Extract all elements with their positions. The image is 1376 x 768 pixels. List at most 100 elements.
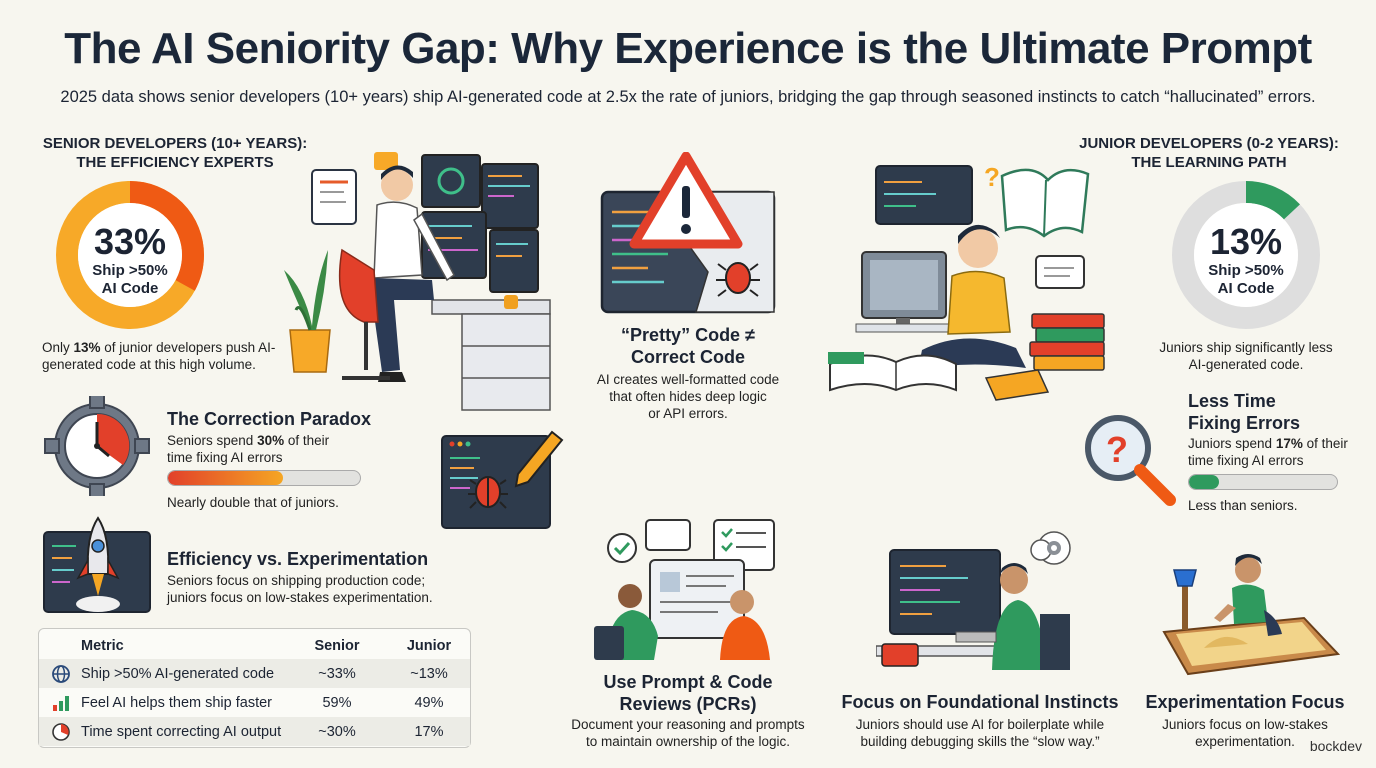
- pcr-title-line1: Use Prompt & Code: [603, 672, 773, 692]
- foundational-text: Juniors should use AI for boilerplate wh…: [830, 716, 1130, 750]
- junior-fixing-bar-fill: [1189, 475, 1219, 489]
- pretty-line3: or API errors.: [648, 406, 728, 421]
- junior-donut-arc: [1172, 181, 1320, 329]
- junior-heading-line2: THE LEARNING PATH: [1131, 154, 1287, 171]
- table-row: Time spent correcting AI output ~30% 17%: [39, 717, 470, 746]
- less-title-line1: Less Time: [1188, 391, 1276, 411]
- correction-paradox-text: Seniors spend 30% of their time fixing A…: [167, 432, 347, 466]
- rocket-screen-icon: [43, 516, 151, 613]
- pretty-title-line1: “Pretty” Code ≠: [621, 325, 755, 345]
- magnifier-question-icon: ?: [1085, 415, 1176, 506]
- senior-correction-bar-fill: [168, 471, 284, 485]
- pretty-title-line2: Correct Code: [630, 347, 746, 367]
- correction-pre: Seniors spend: [167, 433, 258, 448]
- bar-chart-icon: [53, 696, 69, 711]
- junior-heading: JUNIOR DEVELOPERS (0-2 YEARS): THE LEARN…: [1064, 134, 1354, 172]
- senior-donut-line1: Ship >50%: [92, 262, 168, 279]
- junior-developer-studying-illustration: ?: [828, 162, 1105, 401]
- junior-note: Juniors ship significantly less AI-gener…: [1136, 339, 1356, 373]
- pie-clock-icon: [52, 723, 70, 741]
- row-senior: 59%: [322, 694, 352, 711]
- svg-text:?: ?: [1106, 429, 1128, 470]
- senior-heading: SENIOR DEVELOPERS (10+ YEARS): THE EFFIC…: [30, 134, 320, 172]
- less-time-note: Less than seniors.: [1188, 498, 1298, 513]
- correction-post: of their time fixing AI errors: [167, 433, 330, 465]
- table-header-junior: Junior: [406, 637, 452, 654]
- senior-note-bold: 13%: [73, 340, 101, 355]
- row-junior: 49%: [414, 694, 444, 711]
- row-metric: Time spent correcting AI output: [81, 723, 282, 740]
- row-senior: ~30%: [318, 723, 356, 740]
- row-senior: ~33%: [318, 665, 356, 682]
- senior-heading-line1: SENIOR DEVELOPERS (10+ YEARS):: [42, 135, 308, 152]
- junior-fixing-bar: [1188, 474, 1338, 490]
- experimentation-title: Experimentation Focus: [1145, 692, 1345, 712]
- senior-donut-chart: [56, 181, 204, 329]
- warning-bug-screen-illustration: [600, 152, 776, 314]
- correction-note: Nearly double that of juniors.: [167, 495, 339, 510]
- efficiency-line2: juniors focus on low-stakes experimentat…: [167, 590, 433, 605]
- page-title: The AI Seniority Gap: Why Experience is …: [64, 24, 1312, 73]
- svg-text:?: ?: [984, 162, 1000, 192]
- senior-developer-desk-illustration: [284, 152, 551, 411]
- experimentation-text: Juniors focus on low-stakes experimentat…: [1140, 716, 1350, 750]
- pretty-code-title: “Pretty” Code ≠ Correct Code: [578, 324, 798, 368]
- less-post: of their time fixing AI errors: [1188, 436, 1348, 468]
- efficiency-line1: Seniors focus on shipping production cod…: [167, 573, 426, 588]
- pcr-line1: Document your reasoning and prompts: [571, 717, 805, 732]
- junior-note-line2: AI-generated code.: [1188, 357, 1304, 372]
- foundational-title: Focus on Foundational Instincts: [841, 692, 1119, 712]
- correction-paradox-title: The Correction Paradox: [167, 409, 372, 429]
- pcr-title-line2: Reviews (PCRs): [619, 694, 757, 714]
- row-junior: 17%: [414, 723, 444, 740]
- less-pre: Juniors spend: [1188, 436, 1276, 451]
- table-header-senior: Senior: [314, 637, 360, 654]
- foundational-debugging-illustration: [876, 531, 1071, 670]
- senior-donut-label: 33% Ship >50% AI Code: [55, 222, 205, 298]
- debug-screen-icon: [441, 430, 564, 529]
- metric-comparison-table: Metric Senior Junior Ship >50% AI-genera…: [38, 628, 471, 748]
- correction-bold: 30%: [257, 433, 285, 448]
- junior-donut-line1: Ship >50%: [1208, 262, 1284, 279]
- gear-clock-icon: [44, 396, 150, 496]
- efficiency-title: Efficiency vs. Experimentation: [167, 549, 429, 569]
- table-row: Ship >50% AI-generated code ~33% ~13%: [39, 659, 470, 688]
- junior-donut-chart: [1172, 181, 1320, 329]
- found-line1: Juniors should use AI for boilerplate wh…: [855, 717, 1105, 732]
- page-subtitle: 2025 data shows senior developers (10+ y…: [60, 88, 1316, 106]
- row-metric: Feel AI helps them ship faster: [81, 694, 273, 711]
- row-junior: ~13%: [410, 665, 448, 682]
- pretty-line1: AI creates well-formatted code: [596, 372, 780, 387]
- sandbox-illustration: [1162, 554, 1340, 676]
- efficiency-text: Seniors focus on shipping production cod…: [167, 572, 467, 606]
- pretty-code-text: AI creates well-formatted code that ofte…: [568, 371, 808, 422]
- less-time-title: Less Time Fixing Errors: [1188, 390, 1348, 434]
- junior-note-line1: Juniors ship significantly less: [1159, 340, 1333, 355]
- senior-correction-bar: [167, 470, 361, 486]
- table-header-metric: Metric: [81, 637, 124, 654]
- less-title-line2: Fixing Errors: [1188, 413, 1301, 433]
- found-line2: building debugging skills the “slow way.…: [860, 734, 1100, 749]
- pretty-line2: that often hides deep logic: [609, 389, 767, 404]
- table-header: Metric Senior Junior: [39, 631, 470, 660]
- less-bold: 17%: [1275, 436, 1303, 451]
- pcr-line2: to maintain ownership of the logic.: [585, 734, 791, 749]
- senior-note: Only 13% of junior developers push AI-ge…: [42, 339, 287, 373]
- senior-donut-arc: [56, 181, 204, 329]
- senior-donut-value: 33%: [93, 221, 167, 262]
- junior-donut-label: 13% Ship >50% AI Code: [1171, 222, 1321, 298]
- row-metric: Ship >50% AI-generated code: [81, 665, 275, 682]
- globe-icon: [52, 665, 70, 683]
- junior-donut-line2: AI Code: [1217, 280, 1275, 297]
- senior-donut-hole: [78, 203, 182, 307]
- table-row: Feel AI helps them ship faster 59% 49%: [39, 688, 470, 717]
- junior-heading-line1: JUNIOR DEVELOPERS (0-2 YEARS):: [1079, 135, 1339, 152]
- senior-note-post: of junior developers push AI-generated c…: [42, 340, 276, 372]
- senior-heading-line2: THE EFFICIENCY EXPERTS: [76, 154, 274, 171]
- pcr-title: Use Prompt & Code Reviews (PCRs): [570, 671, 806, 715]
- senior-donut-line2: AI Code: [101, 280, 159, 297]
- junior-donut-value: 13%: [1209, 221, 1283, 262]
- senior-note-pre: Only: [42, 340, 74, 355]
- pcr-text: Document your reasoning and prompts to m…: [550, 716, 826, 750]
- exp-line2: experimentation.: [1195, 734, 1295, 749]
